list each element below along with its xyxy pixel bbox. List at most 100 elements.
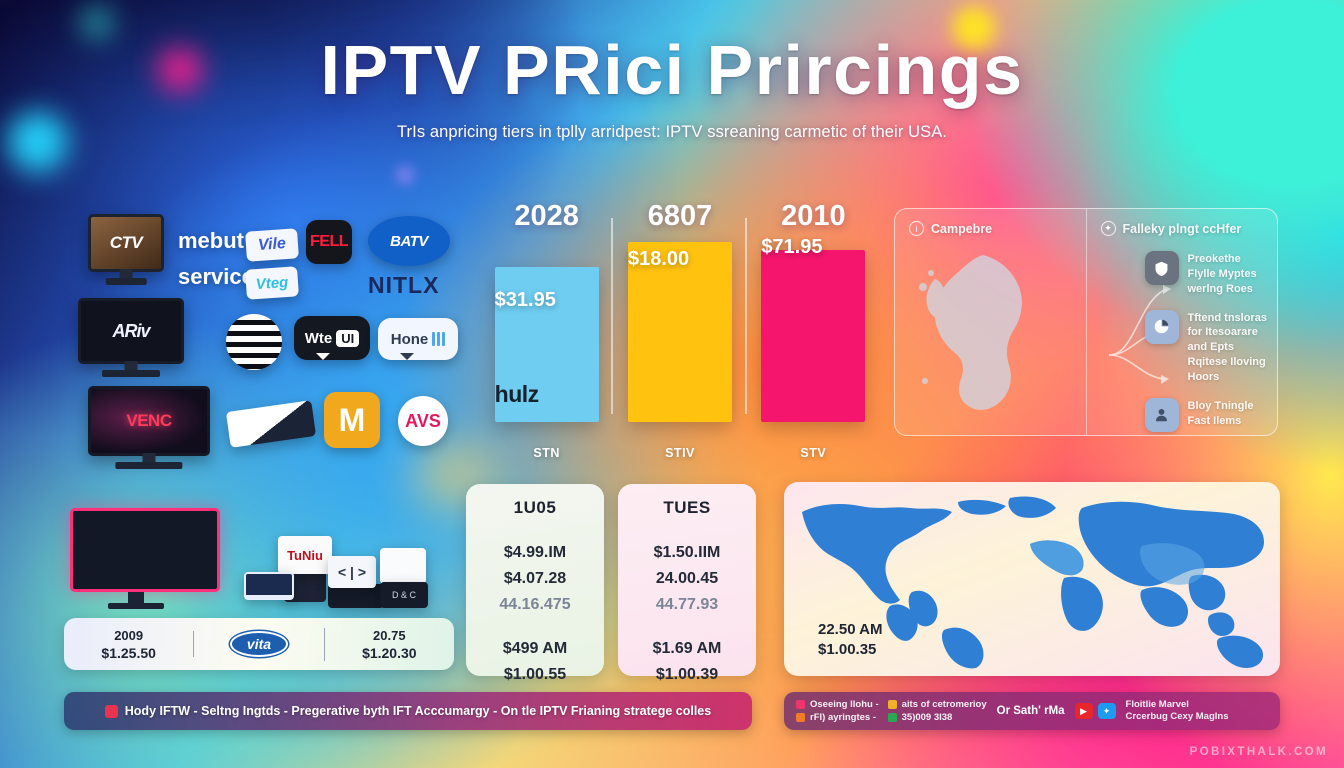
wordmark-mebut: mebut xyxy=(178,228,244,253)
tulliu-screen-icon: TuNiu xyxy=(278,536,332,574)
chart-bar[interactable]: $71.95 xyxy=(761,236,866,422)
pricing-row: $4.07.28 xyxy=(503,569,567,587)
legend-label: rFl) ayringtes - xyxy=(810,712,876,723)
legend-dot-yellow-icon xyxy=(887,700,897,709)
features-half: ✦ Falleky plngt ccHfer Preokethe Flylle … xyxy=(1085,209,1278,435)
pricing-row: $1.69 AM xyxy=(652,639,722,657)
list-item[interactable]: Preokethe Flylle Myptes werlng Roes xyxy=(1144,251,1268,297)
pricing-card-title: 1U05 xyxy=(513,498,557,517)
pricing-row: 44.16.475 xyxy=(499,595,571,613)
compass-circle-icon: ✦ xyxy=(1100,221,1116,236)
pricing-card-1[interactable]: 1U05 $4.99.IM $4.07.28 44.16.475 $499 AM… xyxy=(466,484,604,683)
banner-right-text-2: Crcerbug Cexy Maglns xyxy=(1125,711,1229,722)
social-icons[interactable]: ▶ ✦ xyxy=(1074,703,1116,719)
legend-item: 35)009 3I38 xyxy=(887,712,987,723)
logo-wte-label: Wte xyxy=(304,329,333,347)
bottom-banner-left[interactable]: Hody IFTW - Seltng Ingtds - Pregerative … xyxy=(64,692,752,730)
world-map-graphic xyxy=(802,496,1264,669)
television-device-icon xyxy=(70,508,220,592)
chart-bar-area: $31.95 hulz xyxy=(480,233,613,446)
pricing-row: $499 AM xyxy=(502,639,568,657)
chart-bar-value: $31.95 xyxy=(494,289,556,311)
bottom-banner-right[interactable]: Oseeing llohu - aits of cetromerioy rFl)… xyxy=(784,692,1280,730)
page-subtitle: TrIs anpricing tiers in tplly arridpest:… xyxy=(396,122,948,141)
chart-column-2: 2010 $71.95 STV xyxy=(744,200,880,460)
map-stats: 22.50 AM $1.00.35 xyxy=(818,621,882,658)
dark-panel-icon: D & C xyxy=(380,582,428,608)
shield-rounded-icon xyxy=(1144,251,1179,285)
banner-middle-text: Or Sath' rMa xyxy=(996,705,1065,717)
list-item[interactable]: Tftend tnsloras for Itesoarare and Epts … xyxy=(1144,309,1268,385)
pricing-row: $1.00.55 xyxy=(503,665,567,683)
chart-bar[interactable]: $31.95 hulz xyxy=(494,267,599,422)
list-item[interactable]: Bloy Tningle Fast Ilems xyxy=(1144,397,1268,432)
footer-watermark: POBIXTHALK.COM xyxy=(1189,746,1328,758)
pricing-row: $1.00.39 xyxy=(655,665,719,683)
chart-bar-brand: hulz xyxy=(494,381,540,407)
monitor-ariv: ARiv xyxy=(78,298,184,375)
logo-batv: BATV xyxy=(368,216,450,266)
monitor-ctv: CTV xyxy=(88,214,164,283)
logo-wte-bubble: Wte UI xyxy=(294,316,370,360)
list-item-label: Tftend tnsloras for Itesoarare and Epts … xyxy=(1187,311,1267,383)
legend-dot-green-icon xyxy=(887,713,897,722)
logo-nitlx: NITLX xyxy=(368,272,440,298)
pricing-card-2[interactable]: TUES $1.50.IIM 24.00.45 44.77.93 $1.69 A… xyxy=(618,484,756,683)
chart-bar[interactable]: $18.00 xyxy=(627,242,732,422)
chart-column-1: 6807 $18.00 STIV xyxy=(611,200,746,460)
code-screen-icon: < | > xyxy=(328,556,376,588)
logo-wte-pill: UI xyxy=(336,329,360,347)
coverage-panel: i Campebre ✦ Falleky plngt ccHfer xyxy=(894,208,1278,436)
stat-cell-left: 2009 $1.25.50 xyxy=(64,628,193,661)
pricing-bar-chart: 2028 $31.95 hulz STN 6807 $18.00 STIV xyxy=(480,200,880,460)
stat-top-value: 20.75 xyxy=(373,627,406,643)
map-stat-time: 22.50 AM xyxy=(818,621,883,638)
glow-orb-cyan-icon xyxy=(8,112,68,172)
chart-category-label: STV xyxy=(800,446,827,460)
monitor-venc-label: VENC xyxy=(126,411,172,430)
twitter-icon[interactable]: ✦ xyxy=(1097,703,1116,719)
legend-dot-orange-icon xyxy=(796,713,805,722)
stat-bottom-value: $1.25.50 xyxy=(101,644,156,661)
stat-cell-right: 20.75 $1.20.30 xyxy=(323,627,454,661)
legend-label: 35)009 3I38 xyxy=(901,712,953,723)
map-stat-price: $1.00.35 xyxy=(818,641,877,658)
monitor-stand xyxy=(142,453,156,467)
dark-panel-label: D & C xyxy=(391,590,416,600)
logo-hone-label: Hone xyxy=(390,330,429,348)
white-box-icon xyxy=(380,548,426,584)
signal-bars-icon xyxy=(432,332,446,346)
stats-bar: 2009 $1.25.50 vita 20.75 $1.20.30 xyxy=(64,618,454,670)
chart-column-0: 2028 $31.95 hulz STN xyxy=(480,200,613,460)
wordmark-service: service xyxy=(178,264,254,289)
pricing-card-rows-secondary: $499 AM $1.00.55 xyxy=(474,636,596,688)
pie-rounded-icon xyxy=(1144,309,1179,344)
glow-orb-teal-icon xyxy=(82,8,112,38)
television-stand xyxy=(128,592,144,604)
banner-legend: Oseeing llohu - aits of cetromerioy rFl)… xyxy=(796,699,987,723)
device-cluster: TuNiu < | > D & C xyxy=(62,500,462,618)
legend-item: aits of cetromerioy xyxy=(887,699,987,710)
user-rounded-icon xyxy=(1144,397,1179,432)
legend-item: rFl) ayringtes - xyxy=(796,712,879,723)
logo-att-globe-icon xyxy=(226,314,282,370)
chart-category-label: STN xyxy=(533,446,560,460)
chart-category-label: STIV xyxy=(665,446,695,460)
glow-orb-violet-icon xyxy=(396,166,414,184)
chart-column-header: 2010 xyxy=(781,200,846,232)
monitor-venc: VENC xyxy=(88,386,210,467)
youtube-icon[interactable]: ▶ xyxy=(1074,703,1093,719)
coverage-panel-header: i Campebre xyxy=(909,221,1072,236)
logo-hone-bubble: Hone xyxy=(378,318,458,360)
coverage-map-half: i Campebre xyxy=(895,209,1086,435)
legend-label: Oseeing llohu - xyxy=(810,699,879,710)
world-map-panel: 22.50 AM $1.00.35 xyxy=(784,482,1280,676)
features-panel-header: ✦ Falleky plngt ccHfer xyxy=(1100,221,1264,236)
pricing-card-rows-primary: $4.99.IM $4.07.28 44.16.475 xyxy=(474,540,596,618)
features-list: Preokethe Flylle Myptes werlng Roes Tfte… xyxy=(1144,251,1268,435)
pricing-row: 24.00.45 xyxy=(655,569,719,587)
monitor-ctv-label: CTV xyxy=(109,233,143,252)
chart-bar-area: $18.00 xyxy=(613,233,746,446)
page-title: IPTV PRici Prircings xyxy=(320,31,1024,109)
